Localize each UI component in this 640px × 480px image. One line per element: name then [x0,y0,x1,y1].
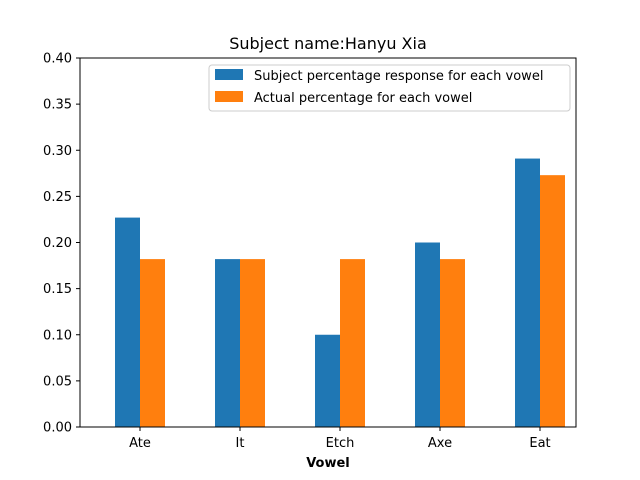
legend-swatch-actual [215,91,243,102]
legend-label-actual: Actual percentage for each vowel [254,91,472,106]
x-axis: Ate It Etch Axe Eat [129,427,551,451]
x-tick-label: Etch [326,436,355,451]
bar-actual-eat [540,175,565,427]
y-tick-label: 0.40 [43,52,72,67]
y-tick-label: 0.35 [43,98,72,113]
y-tick-label: 0.30 [43,144,72,159]
x-tick-label: Eat [529,436,550,451]
bar-actual-axe [440,259,465,427]
bar-actual-etch [340,259,365,427]
x-tick-label: It [236,436,245,451]
y-tick-label: 0.10 [43,328,72,343]
bar-subject-it [215,259,240,427]
legend: Subject percentage response for each vow… [208,64,571,112]
bar-subject-axe [415,242,440,427]
chart-title: Subject name:Hanyu Xia [229,34,427,53]
bar-subject-eat [515,158,540,428]
y-tick-label: 0.15 [43,282,72,297]
legend-swatch-subject [215,69,243,80]
x-tick-label: Axe [428,436,452,451]
y-tick-label: 0.25 [43,190,72,205]
bar-subject-ate [115,217,140,427]
y-axis: 0.00 0.05 0.10 0.15 0.20 0.25 0.30 0.35 0.40 [43,52,80,436]
x-tick-label: Ate [129,436,151,451]
legend-label-subject: Subject percentage response for each vow… [254,69,543,84]
x-axis-label: Vowel [306,456,350,471]
y-tick-label: 0.05 [43,374,72,389]
y-tick-label: 0.00 [43,421,72,436]
y-tick-label: 0.20 [43,236,72,251]
legend-frame [208,64,571,112]
plot-area [79,57,577,428]
bar-subject-etch [315,334,340,427]
bar-actual-it [240,259,265,427]
bar-actual-ate [140,259,165,427]
